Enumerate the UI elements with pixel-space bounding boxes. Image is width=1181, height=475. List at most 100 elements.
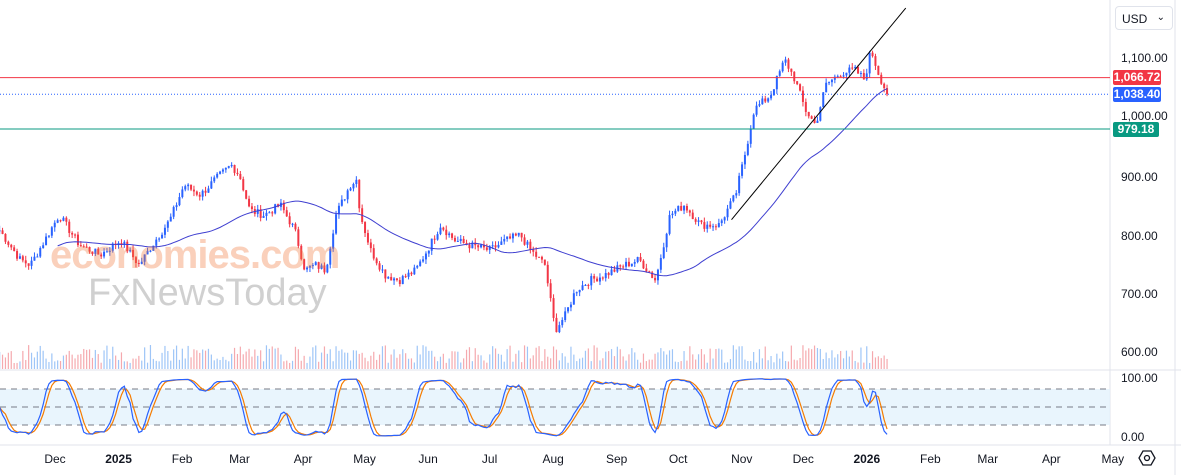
candle-body — [306, 267, 309, 270]
volume-bar — [286, 360, 288, 369]
candle-body — [648, 271, 651, 273]
volume-bar — [500, 354, 502, 369]
candle-body — [830, 79, 833, 83]
candle-body — [810, 116, 813, 119]
candle-body — [369, 242, 372, 249]
volume-bar — [222, 356, 224, 369]
volume-bar — [422, 345, 424, 369]
candle-body — [137, 262, 140, 264]
candle-body — [480, 244, 483, 248]
volume-bar — [816, 347, 819, 369]
candle-body — [590, 276, 593, 286]
candle-body — [578, 289, 581, 293]
candle-body — [535, 251, 538, 257]
candle-body — [859, 73, 862, 75]
volume-bar — [88, 349, 91, 369]
candle-body — [291, 223, 294, 225]
volume-bar — [677, 362, 679, 369]
candle-body — [871, 52, 874, 57]
volume-bar — [173, 349, 175, 369]
volume-bar — [439, 356, 442, 369]
candle-body — [549, 283, 552, 299]
candle-body — [393, 278, 396, 281]
candle-body — [82, 246, 85, 248]
volume-bar — [851, 350, 853, 369]
candle-body — [807, 111, 810, 117]
candle-body — [668, 215, 671, 234]
volume-bar — [45, 358, 47, 369]
candle-body — [39, 248, 42, 257]
candle-body — [862, 73, 865, 80]
volume-bar — [434, 356, 436, 369]
candle-body — [685, 205, 688, 211]
volume-bar — [729, 359, 732, 369]
candle-body — [352, 184, 355, 189]
candle-body — [445, 229, 448, 236]
candle-body — [607, 273, 610, 276]
candle-body — [413, 267, 416, 275]
candle-body — [619, 265, 622, 267]
volume-bar — [773, 362, 775, 369]
volume-bar — [509, 345, 511, 369]
volume-bar — [141, 360, 143, 369]
volume-bar — [535, 347, 537, 369]
volume-bar — [338, 350, 340, 369]
volume-bar — [178, 359, 181, 369]
candle-body — [155, 239, 158, 246]
candle-body — [500, 241, 503, 245]
candle-body — [868, 52, 871, 74]
volume-bar — [204, 350, 207, 369]
volume-bar — [358, 353, 360, 369]
time-label: Apr — [1041, 452, 1061, 466]
volume-bar — [596, 347, 598, 369]
candle-body — [726, 208, 729, 218]
volume-bar — [303, 355, 305, 369]
candle-body — [111, 243, 114, 251]
volume-bar — [808, 348, 810, 369]
currency-selector[interactable]: USD ⌄ — [1115, 6, 1173, 30]
volume-bar — [126, 361, 128, 369]
volume-bar — [761, 358, 763, 369]
volume-bar — [155, 360, 157, 369]
settings-icon[interactable] — [1138, 449, 1156, 467]
candle-body — [778, 71, 781, 76]
candle-body — [219, 171, 222, 174]
watermark-logo-economies: economies.com — [50, 233, 340, 277]
volume-bar — [83, 348, 85, 369]
volume-bar — [550, 358, 552, 369]
candle-body — [308, 266, 311, 268]
volume-bar — [744, 359, 746, 369]
volume-bar — [187, 345, 189, 369]
candle-body — [349, 188, 352, 191]
candle-body — [236, 172, 239, 174]
candle-body — [53, 222, 56, 228]
volume-bar — [407, 358, 410, 369]
candle-body — [564, 311, 567, 321]
candle-body — [674, 210, 677, 214]
volume-bar — [805, 350, 807, 369]
candle-body — [880, 74, 883, 84]
candle-body — [804, 101, 807, 112]
candle-body — [105, 251, 108, 253]
candle-body — [248, 198, 251, 207]
volume-bar — [869, 362, 871, 369]
volume-bar — [315, 345, 317, 369]
trendline[interactable] — [731, 7, 907, 221]
candle-body — [509, 236, 512, 239]
candle-body — [865, 73, 868, 80]
volume-bar — [1, 354, 4, 369]
volume-bar — [320, 352, 323, 369]
volume-bar — [593, 345, 595, 369]
candle-body — [303, 259, 306, 270]
candle-body — [706, 224, 709, 229]
candle-body — [883, 83, 886, 89]
candle-body — [416, 265, 419, 268]
volume-bar — [33, 357, 36, 369]
candle-body — [764, 98, 767, 102]
volume-bar — [648, 359, 650, 369]
candle-body — [422, 259, 425, 262]
candle-body — [216, 173, 219, 178]
volume-bar — [347, 352, 349, 369]
volume-bar — [190, 357, 192, 369]
